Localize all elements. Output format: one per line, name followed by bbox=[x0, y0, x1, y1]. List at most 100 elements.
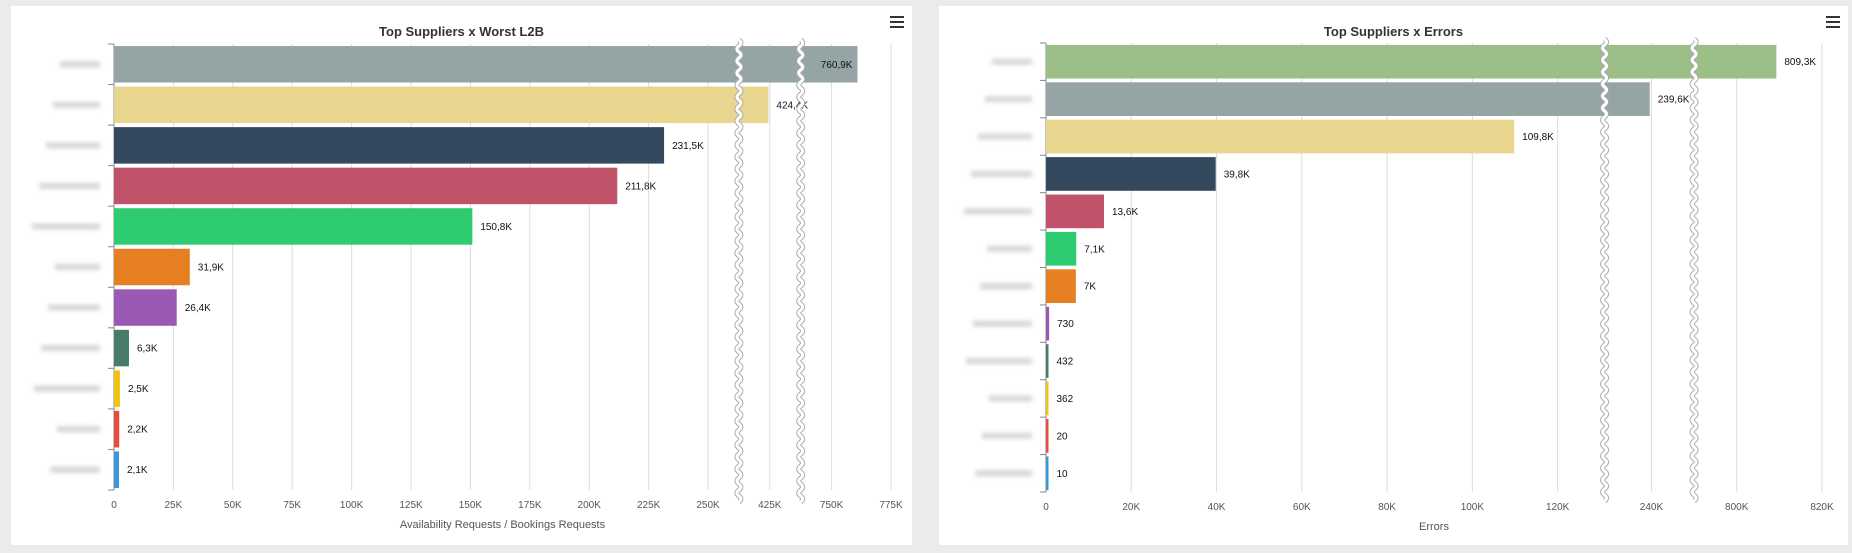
x-tick-label: 820K bbox=[1810, 502, 1834, 513]
bar bbox=[114, 248, 190, 286]
x-tick-label: 120K bbox=[1546, 502, 1570, 513]
x-tick-label: 225K bbox=[637, 500, 661, 511]
bar bbox=[114, 370, 120, 407]
data-label: 809,3K bbox=[1784, 57, 1816, 68]
x-tick-label: 20K bbox=[1122, 502, 1140, 513]
bar bbox=[114, 451, 119, 488]
data-label: 26,4K bbox=[185, 303, 211, 314]
bar bbox=[114, 86, 769, 124]
x-tick-label: 25K bbox=[165, 500, 183, 511]
x-tick-label: 125K bbox=[399, 500, 423, 511]
category-label-blurred bbox=[982, 432, 1032, 439]
category-label-blurred bbox=[987, 245, 1032, 252]
category-label-blurred bbox=[57, 426, 100, 433]
category-label-blurred bbox=[39, 182, 100, 189]
category-label-blurred bbox=[48, 304, 100, 311]
data-label: 6,3K bbox=[137, 344, 158, 355]
x-tick-label: 200K bbox=[578, 500, 602, 511]
category-label-blurred bbox=[992, 58, 1032, 65]
x-tick-label: 425K bbox=[758, 500, 782, 511]
bar bbox=[1046, 344, 1049, 378]
category-label-blurred bbox=[53, 101, 100, 108]
axis-break bbox=[1601, 37, 1609, 503]
x-tick-label: 50K bbox=[224, 500, 242, 511]
chart-panel-worst-l2b: Top Suppliers x Worst L2B 0 25K 50K 75K 100K… bbox=[11, 6, 912, 545]
x-tick-label: 240K bbox=[1640, 502, 1664, 513]
bar bbox=[1046, 306, 1050, 341]
x-tick-label: 80K bbox=[1378, 502, 1396, 513]
axis-break bbox=[797, 38, 805, 504]
hamburger-menu-icon[interactable] bbox=[890, 16, 904, 28]
data-label: 7,1K bbox=[1084, 244, 1105, 255]
axis-break bbox=[735, 38, 743, 504]
x-tick-label: 100K bbox=[1461, 502, 1485, 513]
category-label-blurred bbox=[32, 223, 100, 230]
chart-title: Top Suppliers x Worst L2B bbox=[379, 24, 544, 39]
category-label-blurred bbox=[971, 170, 1032, 177]
data-label: 109,8K bbox=[1522, 132, 1554, 143]
x-tick-label: 175K bbox=[518, 500, 542, 511]
bar-chart-worst-l2b: 0 25K 50K 75K 100K 125K 150K 175K 200K 225K 250K 42… bbox=[32, 38, 903, 531]
x-tick-label: 750K bbox=[820, 500, 844, 511]
category-label-blurred bbox=[989, 395, 1032, 402]
bar bbox=[114, 208, 473, 245]
data-label: 231,5K bbox=[672, 141, 704, 152]
category-label-blurred bbox=[985, 96, 1032, 103]
x-tick-label: 250K bbox=[696, 500, 720, 511]
data-label: 10 bbox=[1057, 469, 1069, 480]
bar bbox=[1046, 456, 1049, 491]
bar bbox=[114, 46, 858, 83]
bar bbox=[1046, 269, 1076, 304]
data-label: 730 bbox=[1057, 319, 1074, 330]
axis-break bbox=[1690, 37, 1698, 503]
category-label-blurred bbox=[966, 358, 1032, 365]
data-label: 424,4K bbox=[776, 100, 808, 111]
data-label: 39,8K bbox=[1224, 169, 1250, 180]
bar bbox=[114, 329, 129, 367]
category-label-blurred bbox=[50, 466, 100, 473]
category-label-blurred bbox=[978, 133, 1032, 140]
data-label: 2,5K bbox=[128, 384, 149, 395]
category-label-blurred bbox=[46, 142, 100, 149]
hamburger-menu-icon[interactable] bbox=[1826, 16, 1840, 28]
bar bbox=[114, 289, 177, 326]
x-axis-title: Errors bbox=[1419, 521, 1449, 533]
data-label: 2,2K bbox=[127, 425, 148, 436]
category-label-blurred bbox=[980, 283, 1032, 290]
chart-title: Top Suppliers x Errors bbox=[1323, 24, 1464, 39]
chart-panel-errors: Top Suppliers x Errors 0 20K 40K 60K 80K 100K… bbox=[939, 6, 1848, 545]
data-label: 760,9K bbox=[821, 60, 853, 71]
bar-chart-errors: 0 20K 40K 60K 80K 100K 120K 240K 800K 820K 809,3K 2… bbox=[964, 37, 1834, 533]
category-label-blurred bbox=[41, 345, 100, 352]
bar bbox=[114, 410, 120, 448]
bar bbox=[1046, 44, 1777, 79]
category-label-blurred bbox=[964, 208, 1032, 215]
data-label: 150,8K bbox=[480, 222, 512, 233]
data-label: 432 bbox=[1057, 357, 1074, 368]
x-tick-label: 0 bbox=[1043, 502, 1049, 513]
data-label: 20 bbox=[1057, 431, 1069, 442]
bar bbox=[1046, 82, 1650, 116]
data-label: 31,9K bbox=[198, 263, 224, 274]
category-label-blurred bbox=[55, 264, 100, 270]
data-label: 362 bbox=[1057, 394, 1074, 405]
data-label: 239,6K bbox=[1658, 95, 1690, 106]
x-tick-label: 60K bbox=[1293, 502, 1311, 513]
category-label-blurred bbox=[34, 385, 100, 392]
bar bbox=[1046, 381, 1049, 416]
x-tick-label: 150K bbox=[459, 500, 483, 511]
bar bbox=[1046, 419, 1049, 453]
bar bbox=[1046, 231, 1077, 266]
x-tick-label: 0 bbox=[111, 500, 117, 511]
bar bbox=[114, 127, 665, 164]
bar bbox=[1046, 157, 1216, 191]
x-tick-label: 40K bbox=[1208, 502, 1226, 513]
category-label-blurred bbox=[60, 61, 100, 68]
x-tick-label: 775K bbox=[879, 500, 903, 511]
category-label-blurred bbox=[975, 470, 1032, 477]
data-label: 13,6K bbox=[1112, 207, 1138, 218]
data-label: 7K bbox=[1084, 282, 1097, 293]
category-label-blurred bbox=[973, 320, 1032, 327]
data-label: 211,8K bbox=[625, 181, 656, 192]
data-label: 2,1K bbox=[127, 465, 148, 476]
